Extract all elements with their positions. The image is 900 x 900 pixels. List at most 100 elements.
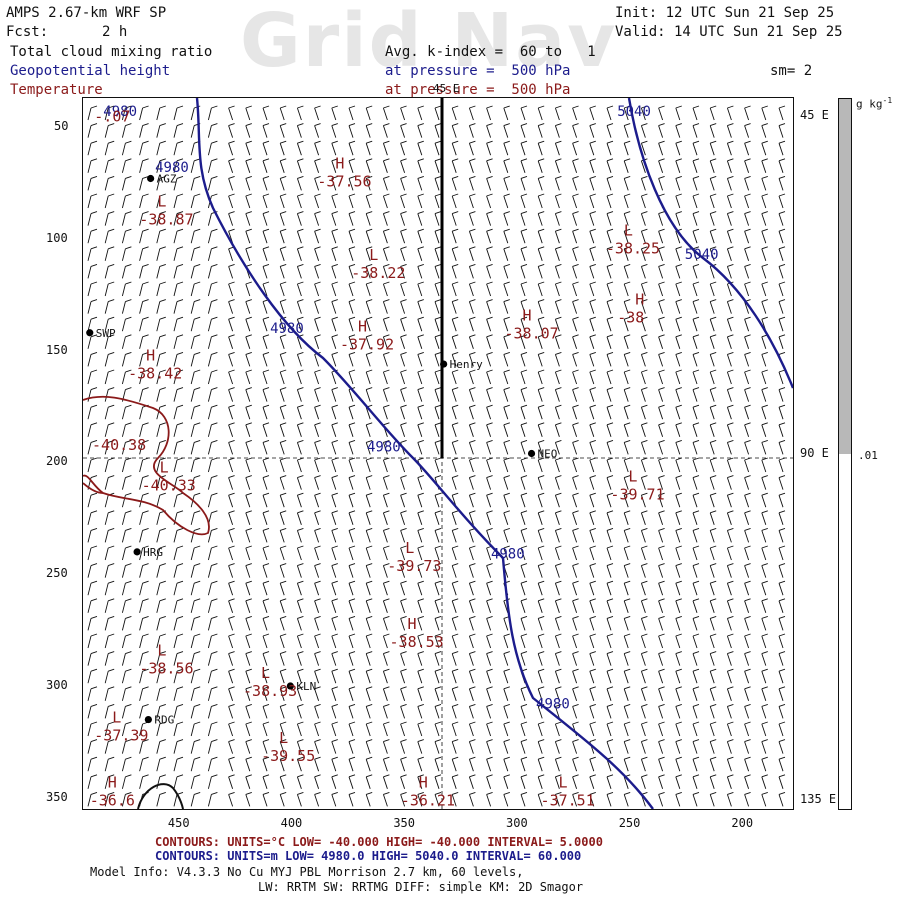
wind-barb bbox=[623, 140, 631, 156]
wind-barb bbox=[228, 651, 235, 666]
temperature-contour-info: CONTOURS: UNITS=°C LOW= -40.000 HIGH= -4… bbox=[155, 835, 603, 849]
wind-barb bbox=[709, 334, 717, 349]
y-tick-label: 300 bbox=[46, 678, 68, 693]
wind-barb bbox=[365, 228, 373, 244]
wind-barb bbox=[744, 668, 751, 684]
wind-barb bbox=[314, 105, 321, 121]
wind-barb bbox=[382, 334, 390, 349]
wind-barb bbox=[104, 457, 115, 473]
valid-time: Valid: 14 UTC Sun 21 Sep 25 bbox=[615, 24, 843, 40]
wind-barb bbox=[139, 580, 149, 596]
wind-barb bbox=[468, 651, 476, 666]
wind-barb bbox=[658, 422, 665, 437]
wind-barb bbox=[537, 457, 545, 473]
wind-barb bbox=[778, 140, 786, 156]
height-label: 4980 bbox=[270, 321, 304, 337]
wind-barb bbox=[778, 457, 786, 473]
wind-barb bbox=[572, 580, 579, 596]
wind-barb bbox=[451, 651, 459, 666]
wind-barb bbox=[589, 387, 596, 402]
wind-barb bbox=[709, 299, 717, 314]
wind-barb bbox=[262, 351, 270, 367]
extremum-marker: L bbox=[160, 458, 169, 476]
wind-barb bbox=[173, 193, 184, 209]
wind-barb bbox=[104, 228, 115, 244]
wind-barb bbox=[156, 598, 166, 613]
wind-barb bbox=[296, 246, 304, 261]
wind-barb bbox=[468, 404, 476, 420]
wind-barb bbox=[778, 615, 786, 631]
wind-barb bbox=[87, 193, 98, 209]
wind-barb bbox=[554, 299, 562, 314]
wind-barb bbox=[400, 739, 407, 754]
wind-barb bbox=[675, 158, 682, 173]
station-agz: AGZ bbox=[147, 172, 177, 185]
wind-barb bbox=[468, 228, 476, 244]
wind-barb bbox=[207, 105, 218, 121]
wind-barb bbox=[623, 510, 631, 525]
wind-barb bbox=[589, 633, 596, 649]
wind-barb bbox=[207, 404, 218, 420]
wind-barb bbox=[554, 281, 562, 297]
wind-barb bbox=[778, 545, 786, 561]
wind-barb bbox=[279, 263, 287, 279]
wind-barb bbox=[434, 105, 442, 121]
wind-barb bbox=[434, 387, 442, 402]
map-panel[interactable]: AGZ SWP Henry NEO HRG KLN RDG 4980 4980 4980 4980… bbox=[82, 97, 794, 810]
wind-barb bbox=[434, 404, 442, 420]
wind-barb bbox=[761, 281, 768, 297]
wind-barb bbox=[190, 193, 201, 209]
wind-barb bbox=[709, 563, 717, 578]
wind-barb bbox=[228, 756, 235, 772]
wind-barb bbox=[761, 774, 768, 789]
wind-barb bbox=[139, 140, 149, 156]
wind-barb bbox=[296, 545, 304, 561]
wind-barb bbox=[692, 598, 700, 613]
wind-barb bbox=[296, 228, 304, 244]
wind-barb bbox=[348, 422, 356, 437]
wind-barb bbox=[778, 475, 786, 490]
wind-barb bbox=[296, 105, 304, 121]
wind-barb bbox=[451, 263, 459, 279]
wind-barb bbox=[245, 475, 252, 490]
wind-barb bbox=[382, 246, 390, 261]
wind-barb bbox=[190, 651, 201, 666]
wind-barb bbox=[606, 703, 614, 719]
wind-barb bbox=[503, 668, 510, 684]
wind-barb bbox=[139, 615, 149, 631]
wind-barb bbox=[207, 615, 218, 631]
wind-barb bbox=[228, 598, 235, 613]
wind-barb bbox=[675, 193, 682, 209]
wind-barb bbox=[190, 756, 201, 772]
wind-barb bbox=[417, 651, 424, 666]
wind-barb bbox=[726, 175, 734, 191]
wind-barb bbox=[451, 351, 459, 367]
wind-barb bbox=[279, 598, 287, 613]
station-marker bbox=[147, 174, 155, 183]
wind-barb bbox=[589, 580, 596, 596]
wind-barb bbox=[121, 615, 132, 631]
wind-barb bbox=[121, 791, 132, 807]
wind-barb bbox=[365, 387, 373, 402]
wind-barb bbox=[623, 158, 631, 173]
wind-barb bbox=[331, 527, 338, 543]
wind-barb bbox=[640, 615, 648, 631]
wind-barb bbox=[331, 140, 338, 156]
wind-barb bbox=[121, 774, 132, 789]
wind-barb bbox=[245, 175, 252, 191]
wind-barb bbox=[296, 351, 304, 367]
station-marker bbox=[144, 715, 152, 724]
wind-barb bbox=[726, 721, 734, 737]
height-contours bbox=[195, 98, 793, 809]
wind-barb bbox=[503, 228, 510, 244]
wind-barb bbox=[296, 510, 304, 525]
wind-barb bbox=[589, 281, 596, 297]
wind-barb bbox=[417, 422, 424, 437]
wind-barb bbox=[468, 422, 476, 437]
wind-barb bbox=[554, 756, 562, 772]
wind-barb bbox=[658, 475, 665, 490]
wind-barb bbox=[778, 791, 786, 807]
wind-barb bbox=[139, 475, 149, 490]
wind-barb bbox=[778, 756, 786, 772]
wind-barb bbox=[451, 668, 459, 684]
